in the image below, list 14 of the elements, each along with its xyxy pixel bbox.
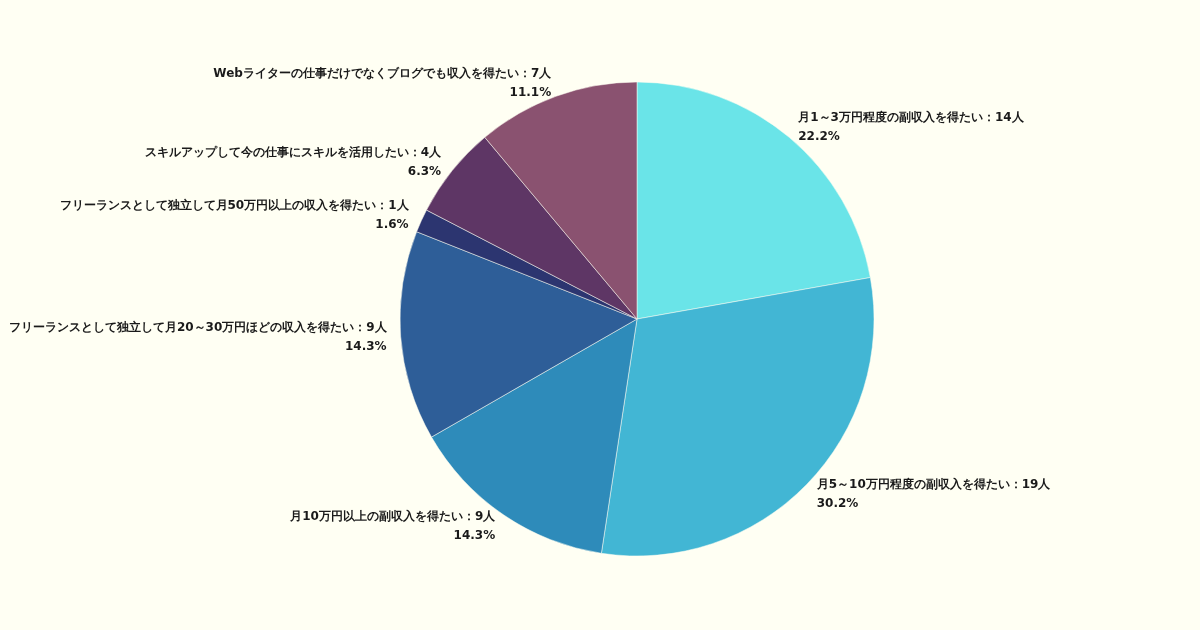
slice-label: フリーランスとして独立して月20～30万円ほどの収入を得たい：9人 [8,320,388,335]
slice-label: 月10万円以上の副収入を得たい：9人 [289,509,497,524]
slice-label: フリーランスとして独立して月50万円以上の収入を得たい：1人 [59,197,410,212]
data-label: 14.3% [345,339,387,354]
slice-label: Webライターの仕事だけでなくブログでも収入を得たい：7人 [213,66,553,81]
slice-label: 月5～10万円程度の副収入を得たい：19人 [815,477,1052,492]
slice-label: スキルアップして今の仕事にスキルを活用したい：4人 [144,145,443,160]
data-label: 22.2% [798,128,840,143]
data-label: 6.3% [407,164,442,179]
data-label: 1.6% [375,216,409,231]
data-label: 11.1% [509,85,552,100]
data-label: 30.2% [816,496,859,511]
data-label: 14.3% [453,528,496,543]
slice-label: 月1～3万円程度の副収入を得たい：14人 [797,109,1025,124]
